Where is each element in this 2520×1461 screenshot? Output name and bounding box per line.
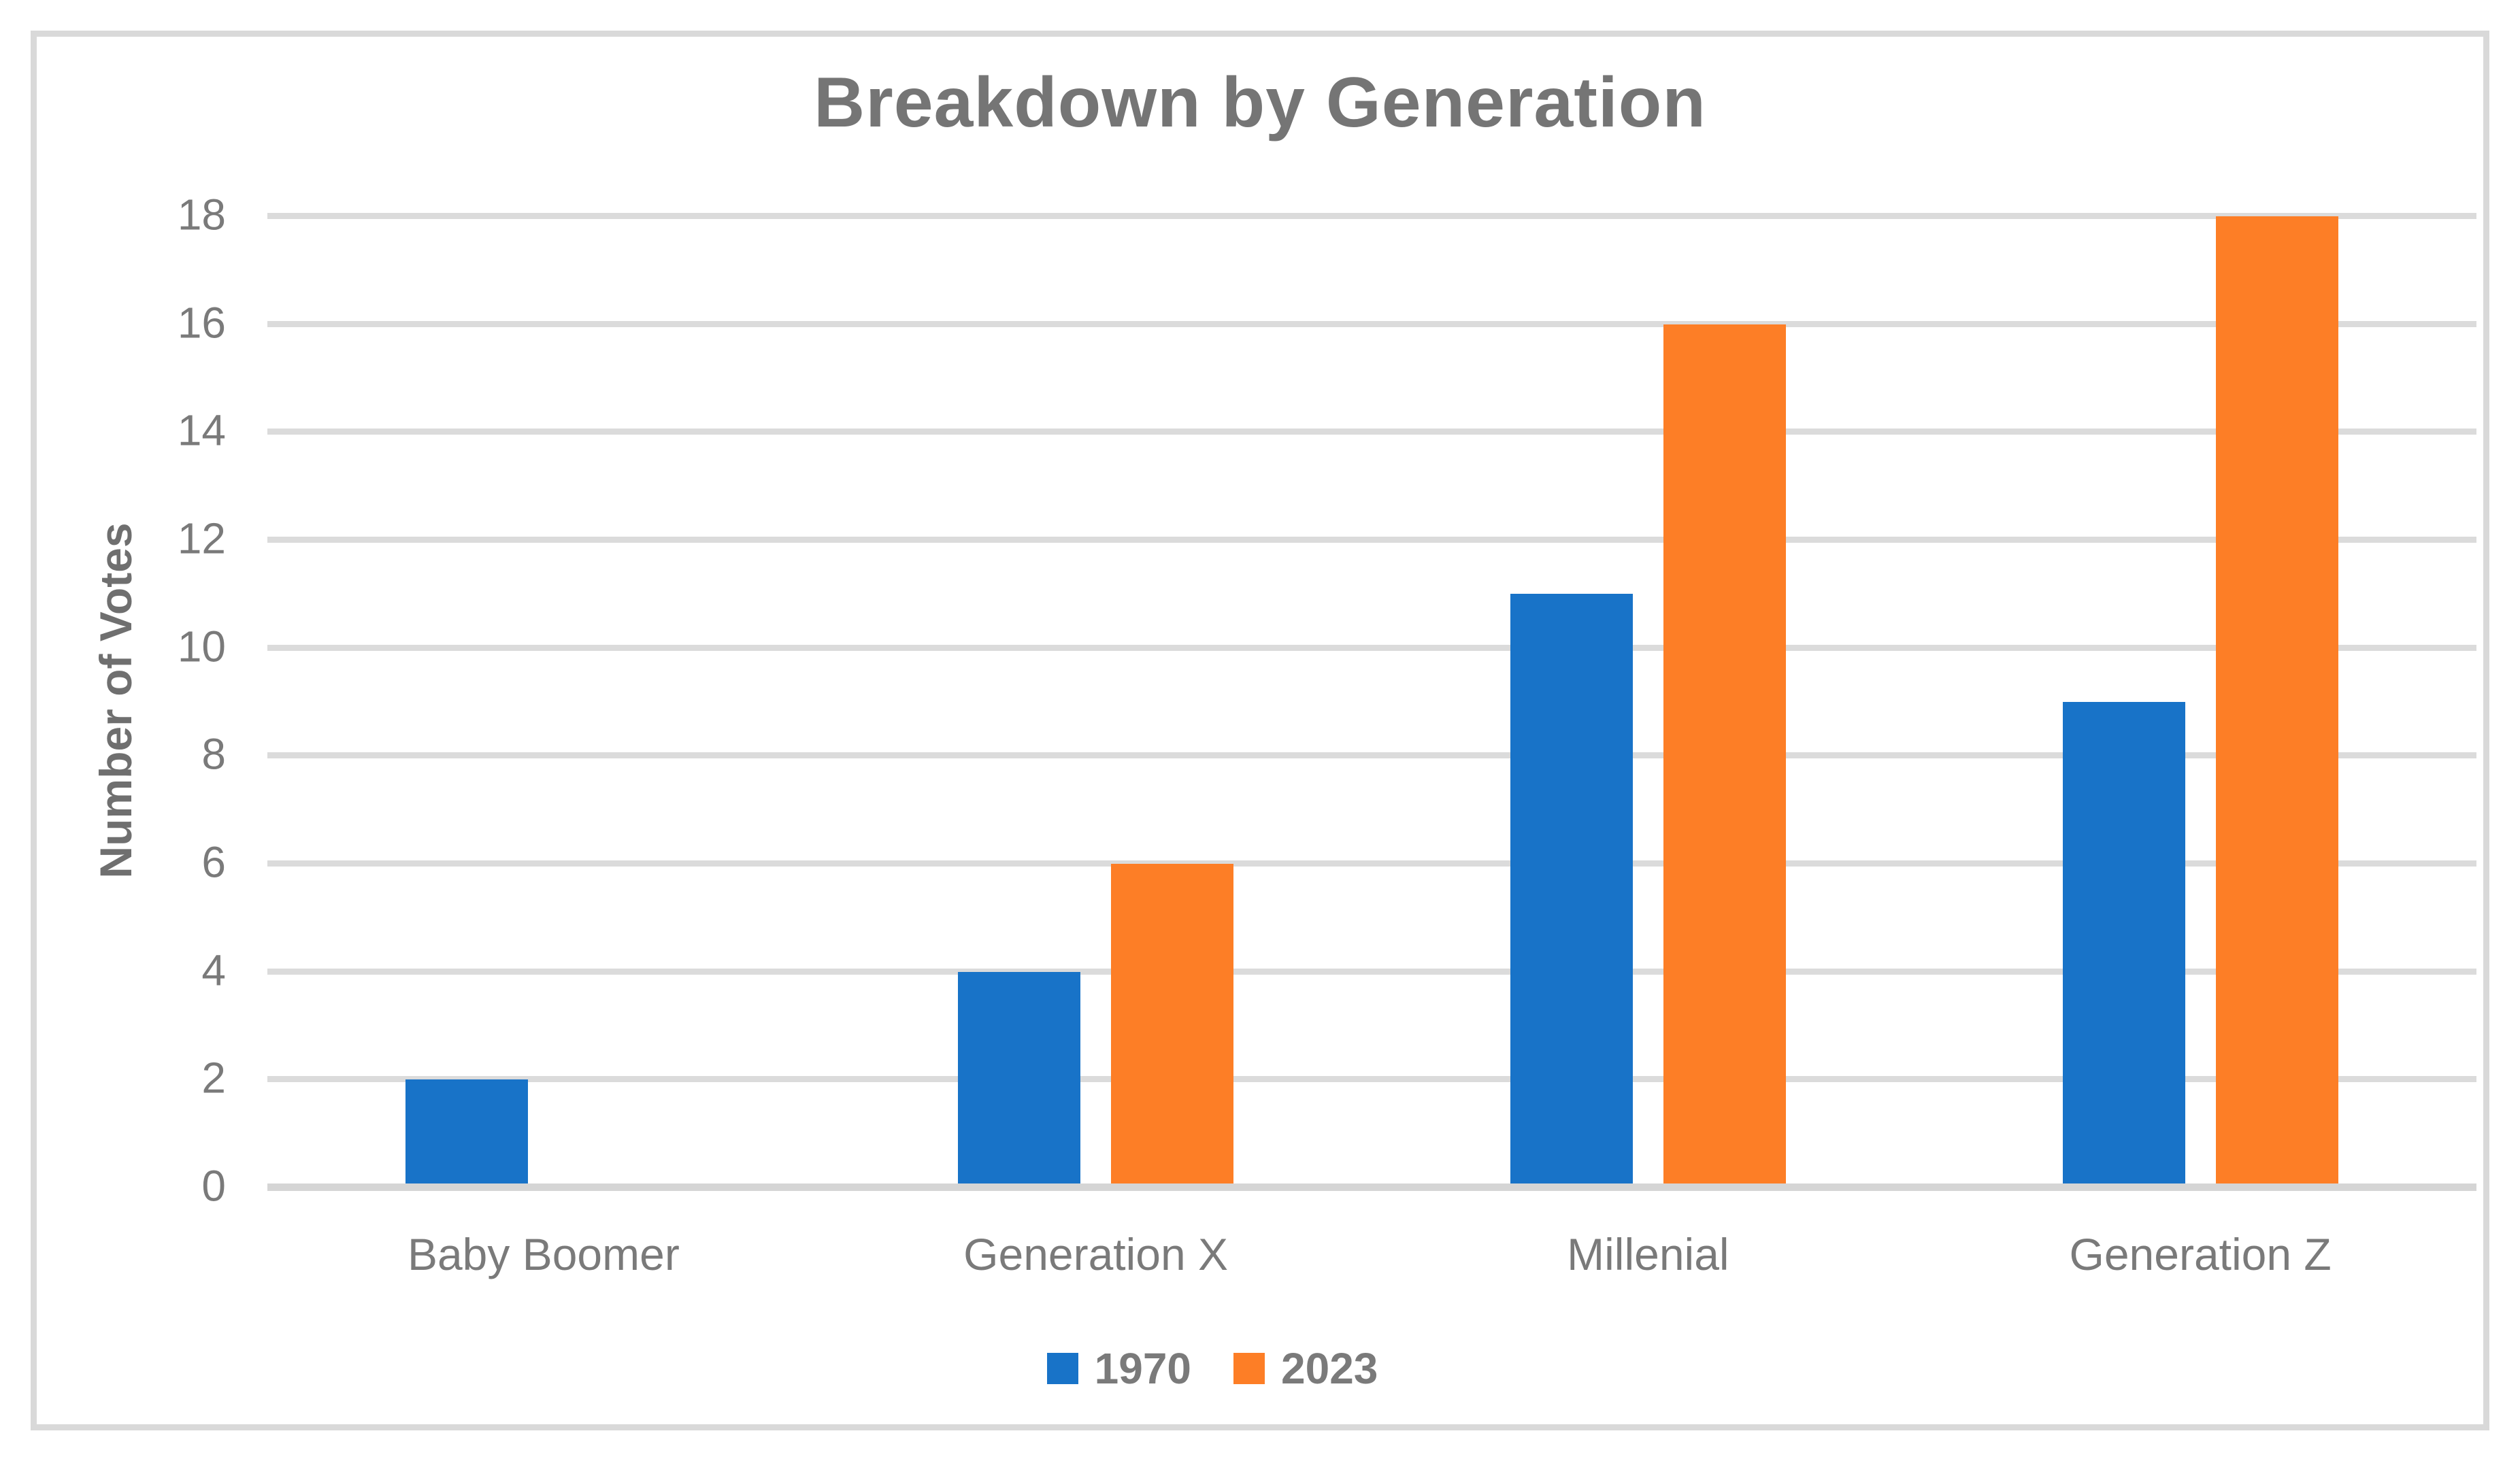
gridline — [267, 968, 2476, 975]
legend-swatch-icon — [1046, 1353, 1078, 1384]
gridline — [267, 320, 2476, 327]
gridline — [267, 537, 2476, 543]
bar-2023 — [2215, 216, 2338, 1183]
bar-1970 — [958, 971, 1081, 1183]
legend: 1970 2023 — [0, 1343, 2472, 1394]
y-tick-label: 10 — [177, 622, 226, 671]
y-tick-label: 2 — [201, 1053, 226, 1103]
gridline — [267, 213, 2476, 219]
chart-title: Breakdown by Generation — [814, 63, 1706, 142]
y-tick-label: 8 — [201, 729, 226, 779]
legend-label: 1970 — [1094, 1344, 1191, 1393]
bar-2023 — [1111, 864, 1234, 1183]
y-tick-label: 18 — [177, 190, 226, 239]
x-axis-line — [267, 1183, 2476, 1191]
gridline — [267, 429, 2476, 435]
bar-1970 — [1510, 594, 1633, 1183]
plot-area — [267, 213, 2476, 1191]
bar-2023 — [1663, 324, 1786, 1183]
bar-1970 — [405, 1079, 529, 1183]
y-tick-label: 6 — [201, 837, 226, 887]
y-tick-label: 0 — [201, 1161, 226, 1211]
y-axis-ticks: 0 2 4 6 8 10 12 14 16 18 — [0, 190, 226, 1211]
legend-swatch-icon — [1233, 1353, 1265, 1384]
legend-item-2023: 2023 — [1233, 1343, 1378, 1394]
y-tick-label: 12 — [177, 514, 226, 563]
category-label: Generation X — [963, 1229, 1229, 1279]
gridline — [267, 1076, 2476, 1083]
chart-frame — [31, 31, 2489, 1430]
y-tick-label: 14 — [177, 405, 226, 455]
y-tick-label: 16 — [177, 298, 226, 348]
gridline — [267, 644, 2476, 651]
category-axis: Baby Boomer Generation X Millenial Generati… — [267, 1228, 2476, 1303]
bar-1970 — [2062, 702, 2185, 1183]
legend-label: 2023 — [1281, 1344, 1378, 1393]
gridline — [267, 752, 2476, 759]
legend-item-1970: 1970 — [1046, 1343, 1191, 1394]
y-tick-label: 4 — [201, 945, 226, 995]
category-label: Baby Boomer — [407, 1229, 680, 1279]
category-label: Generation Z — [2069, 1229, 2332, 1279]
category-label: Millenial — [1567, 1229, 1729, 1279]
gridline — [267, 860, 2476, 867]
